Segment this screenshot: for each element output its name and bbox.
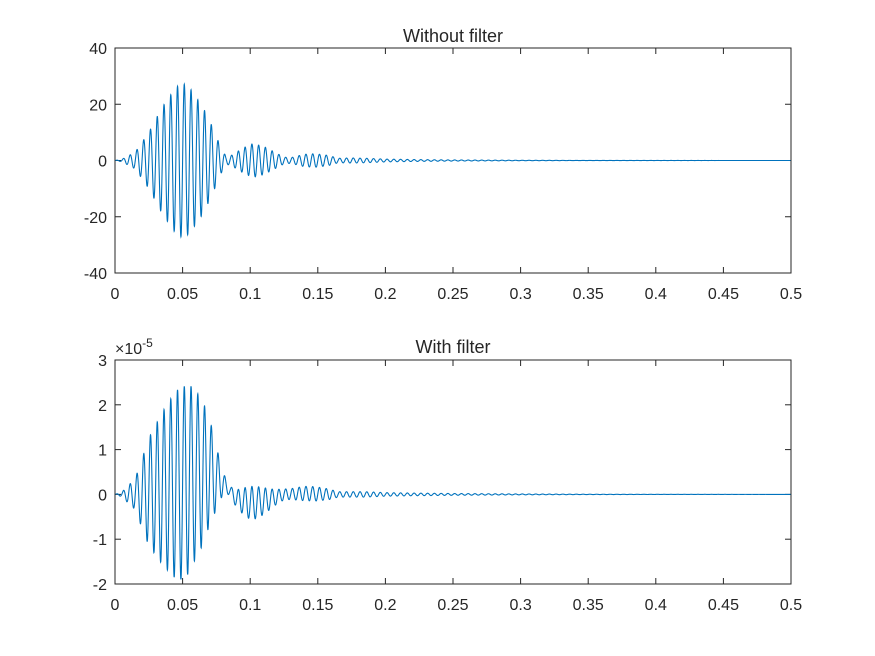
y-tick-label: -20 (84, 210, 107, 227)
subplot-with-filter: With filter ×10-5 0 0.05 0.1 0.15 0.2 0.25 0.3… (93, 336, 802, 614)
y-tick-label: -40 (84, 266, 107, 283)
x-tick-label: 0.3 (509, 597, 531, 614)
y-tick-label: -1 (93, 532, 107, 549)
chart-title: Without filter (403, 26, 503, 46)
x-tick-label: 0 (111, 597, 120, 614)
y-tick-labels: -40 -20 0 20 40 (84, 41, 107, 283)
x-tick-label: 0.5 (780, 597, 802, 614)
x-tick-label: 0.35 (573, 597, 604, 614)
x-tick-labels: 0 0.05 0.1 0.15 0.2 0.25 0.3 0.35 0.4 0.45 0.5 (111, 597, 803, 614)
y-tick-label: 0 (98, 154, 107, 171)
y-tick-label: -2 (93, 577, 107, 594)
x-tick-label: 0.1 (239, 286, 261, 303)
x-tick-label: 0.35 (573, 286, 604, 303)
y-tick-labels: -2 -1 0 1 2 3 (93, 353, 107, 594)
y-tick-label: 0 (98, 487, 107, 504)
x-tick-label: 0.4 (645, 286, 667, 303)
axes-box (114, 47, 792, 274)
y-tick-label: 2 (98, 398, 107, 415)
series-line (115, 386, 791, 580)
x-tick-label: 0.05 (167, 597, 198, 614)
axes-box (114, 359, 792, 585)
x-tick-label: 0.4 (645, 597, 667, 614)
x-tick-label: 0.45 (708, 286, 739, 303)
x-tick-label: 0.2 (374, 597, 396, 614)
x-tick-labels: 0 0.05 0.1 0.15 0.2 0.25 0.3 0.35 0.4 0.45 0.5 (111, 286, 803, 303)
x-tick-label: 0.1 (239, 597, 261, 614)
y-exponent-base: ×10 (115, 341, 142, 358)
x-tick-label: 0.15 (302, 597, 333, 614)
x-tick-label: 0.25 (437, 286, 468, 303)
x-tick-label: 0.5 (780, 286, 802, 303)
series-line (115, 82, 791, 239)
x-tick-label: 0 (111, 286, 120, 303)
x-tick-label: 0.45 (708, 597, 739, 614)
y-tick-label: 20 (89, 97, 107, 114)
y-tick-label: 3 (98, 353, 107, 370)
x-tick-label: 0.15 (302, 286, 333, 303)
x-tick-label: 0.05 (167, 286, 198, 303)
y-tick-label: 40 (89, 41, 107, 58)
subplot-without-filter: Without filter 0 0.05 0.1 0.15 0.2 0.25 0.3 0.3… (84, 26, 802, 303)
x-tick-label: 0.25 (437, 597, 468, 614)
x-tick-label: 0.3 (509, 286, 531, 303)
y-exponent-label: ×10-5 (115, 336, 153, 358)
y-exponent-power: -5 (142, 336, 153, 350)
y-tick-label: 1 (98, 443, 107, 460)
chart-title: With filter (415, 337, 490, 357)
x-tick-label: 0.2 (374, 286, 396, 303)
